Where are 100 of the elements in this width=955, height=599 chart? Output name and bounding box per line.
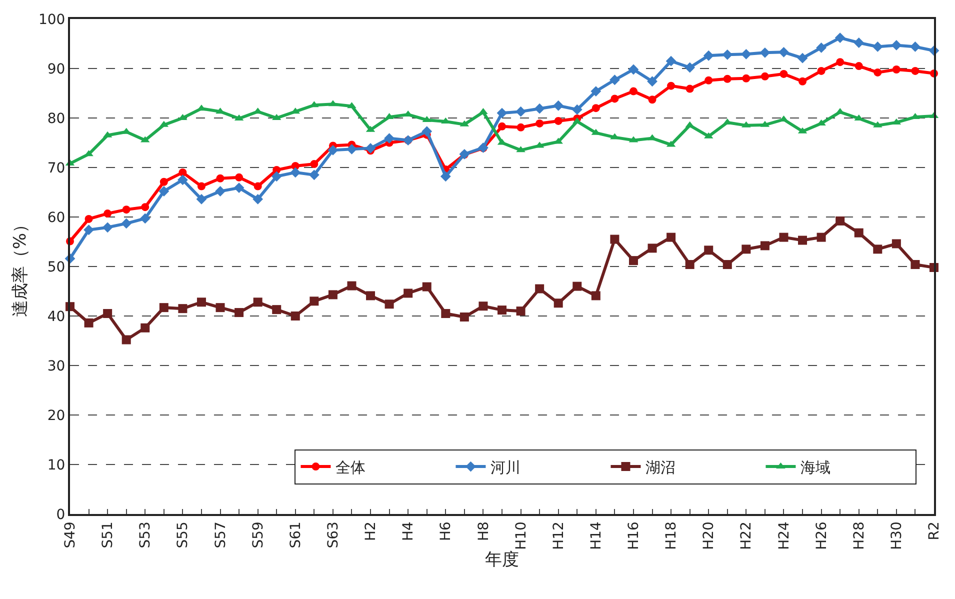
point xyxy=(422,282,432,292)
point xyxy=(253,298,262,307)
point xyxy=(666,56,676,66)
point xyxy=(834,32,846,44)
point xyxy=(836,216,845,226)
x-tick-label: H26 xyxy=(814,522,830,550)
point xyxy=(816,232,826,242)
point xyxy=(779,232,788,242)
x-tick-label: H6 xyxy=(438,522,454,542)
point xyxy=(591,291,600,300)
point xyxy=(647,76,658,87)
point xyxy=(84,214,93,223)
x-tick-label: S57 xyxy=(212,522,229,548)
y-axis-title: 達成率（%） xyxy=(10,216,31,318)
point xyxy=(254,182,262,190)
point xyxy=(290,312,300,320)
point xyxy=(460,312,469,322)
point xyxy=(854,62,863,70)
point xyxy=(328,290,338,300)
point xyxy=(798,77,807,86)
point xyxy=(365,142,376,154)
point xyxy=(816,42,826,53)
legend-label: 全体 xyxy=(336,458,366,476)
point xyxy=(722,260,732,270)
point xyxy=(121,218,132,229)
point xyxy=(740,48,752,60)
point xyxy=(778,46,789,58)
point xyxy=(178,168,187,176)
point xyxy=(666,232,676,242)
point xyxy=(648,96,656,104)
point xyxy=(892,239,901,248)
point xyxy=(836,58,844,66)
legend-label: 湖沼 xyxy=(646,458,676,476)
point xyxy=(610,74,620,86)
point xyxy=(384,300,394,309)
point xyxy=(196,298,206,307)
point xyxy=(910,260,920,270)
point xyxy=(648,244,657,253)
x-tick-label: H28 xyxy=(851,522,868,550)
x-axis-title: 年度 xyxy=(485,550,519,570)
point xyxy=(553,100,564,111)
point xyxy=(760,72,769,80)
y-tick-label: 60 xyxy=(47,210,66,226)
point xyxy=(797,52,808,64)
point xyxy=(102,222,113,233)
point xyxy=(628,256,638,266)
point xyxy=(103,309,112,318)
point xyxy=(610,234,620,244)
point xyxy=(441,309,450,318)
point xyxy=(216,174,224,182)
point xyxy=(178,174,188,186)
y-tick-label: 10 xyxy=(47,457,66,474)
point xyxy=(496,108,508,118)
point xyxy=(723,74,732,83)
point xyxy=(910,42,920,52)
x-tick-label: H14 xyxy=(588,522,604,550)
point xyxy=(84,224,94,236)
point xyxy=(798,236,808,245)
point xyxy=(516,106,526,117)
point xyxy=(328,144,338,156)
x-tick-label: H24 xyxy=(776,522,792,550)
y-tick-label: 0 xyxy=(56,506,66,523)
point xyxy=(590,86,602,96)
point xyxy=(498,122,506,130)
point xyxy=(872,42,883,52)
x-tick-label: H30 xyxy=(888,522,905,550)
point xyxy=(308,170,320,180)
y-tick-label: 90 xyxy=(47,61,66,78)
x-tick-label: H16 xyxy=(626,522,642,550)
x-tick-label: S49 xyxy=(62,522,79,548)
x-tick-label: R2 xyxy=(926,522,943,540)
point xyxy=(84,318,94,328)
point xyxy=(252,194,264,204)
x-tick-label: H10 xyxy=(513,522,530,550)
x-tick-label: S51 xyxy=(100,522,116,548)
point xyxy=(310,296,319,306)
point xyxy=(685,260,694,270)
point xyxy=(178,304,188,314)
point xyxy=(628,64,639,75)
x-tick-label: H22 xyxy=(738,522,755,550)
point xyxy=(873,244,882,254)
point xyxy=(310,160,318,168)
point xyxy=(272,305,282,314)
x-tick-label: S63 xyxy=(326,522,342,548)
y-tick-label: 80 xyxy=(47,110,66,127)
point xyxy=(686,84,694,93)
point xyxy=(911,66,920,75)
point xyxy=(234,308,244,318)
point xyxy=(478,302,488,311)
point xyxy=(891,40,902,50)
point xyxy=(440,171,451,182)
point xyxy=(140,213,150,224)
point xyxy=(592,104,600,112)
point xyxy=(554,298,563,308)
point xyxy=(498,306,506,315)
x-tick-label: H2 xyxy=(363,522,380,542)
point xyxy=(196,194,207,204)
point xyxy=(554,116,562,125)
point xyxy=(516,306,526,316)
point xyxy=(234,182,244,193)
